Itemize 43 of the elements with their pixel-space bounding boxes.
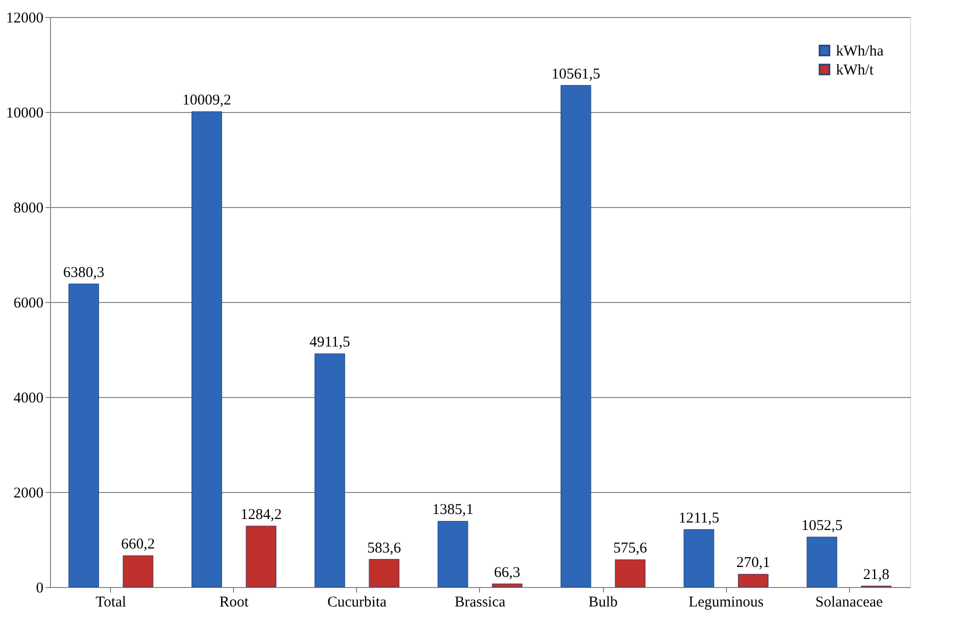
bar [684,529,714,588]
legend-label: kWh/ha [836,44,884,60]
data-label: 6380,3 [63,264,104,281]
data-label: 660,2 [121,536,155,553]
bar [192,111,222,588]
y-tick-label: 2000 [14,486,44,502]
data-label: 1385,1 [432,502,474,518]
bar [246,526,276,588]
y-tick-label: 6000 [14,296,44,312]
x-tick-label: Bulb [588,594,618,610]
bar [614,559,646,588]
data-label: 270,1 [736,555,770,572]
y-tick-label: 12000 [6,10,44,26]
x-tick-label: Brassica [454,594,506,610]
data-label: 1052,5 [801,518,843,534]
data-label: 1284,2 [240,507,282,523]
bar [806,536,838,588]
y-tick-label: 0 [36,580,44,596]
data-label: 1211,5 [678,510,720,526]
bar [438,520,468,588]
y-tick-label: 4000 [14,390,44,406]
data-label: 583,6 [367,540,402,556]
data-label: 10561,5 [552,66,600,82]
bar [492,584,522,588]
data-label: 66,3 [494,564,520,581]
data-label: 10009,2 [182,92,232,109]
bar [122,555,154,588]
data-label: 575,6 [613,540,648,557]
x-tick-label: Leguminous [688,594,764,610]
bar [68,284,100,588]
x-tick-label: Solanaceae [815,594,884,610]
x-tick-label: Cucurbita [327,594,387,610]
bar [560,85,592,588]
y-tick-label: 10000 [6,106,44,122]
data-label: 21,8 [863,566,890,583]
legend-label: kWh/t [836,62,874,78]
bar [368,559,400,588]
x-tick-label: Total [96,594,126,610]
x-tick-label: Root [219,594,250,610]
y-tick-label: 8000 [14,200,44,216]
bar [738,574,768,588]
data-label: 4911,5 [309,334,350,351]
bar [314,353,346,588]
